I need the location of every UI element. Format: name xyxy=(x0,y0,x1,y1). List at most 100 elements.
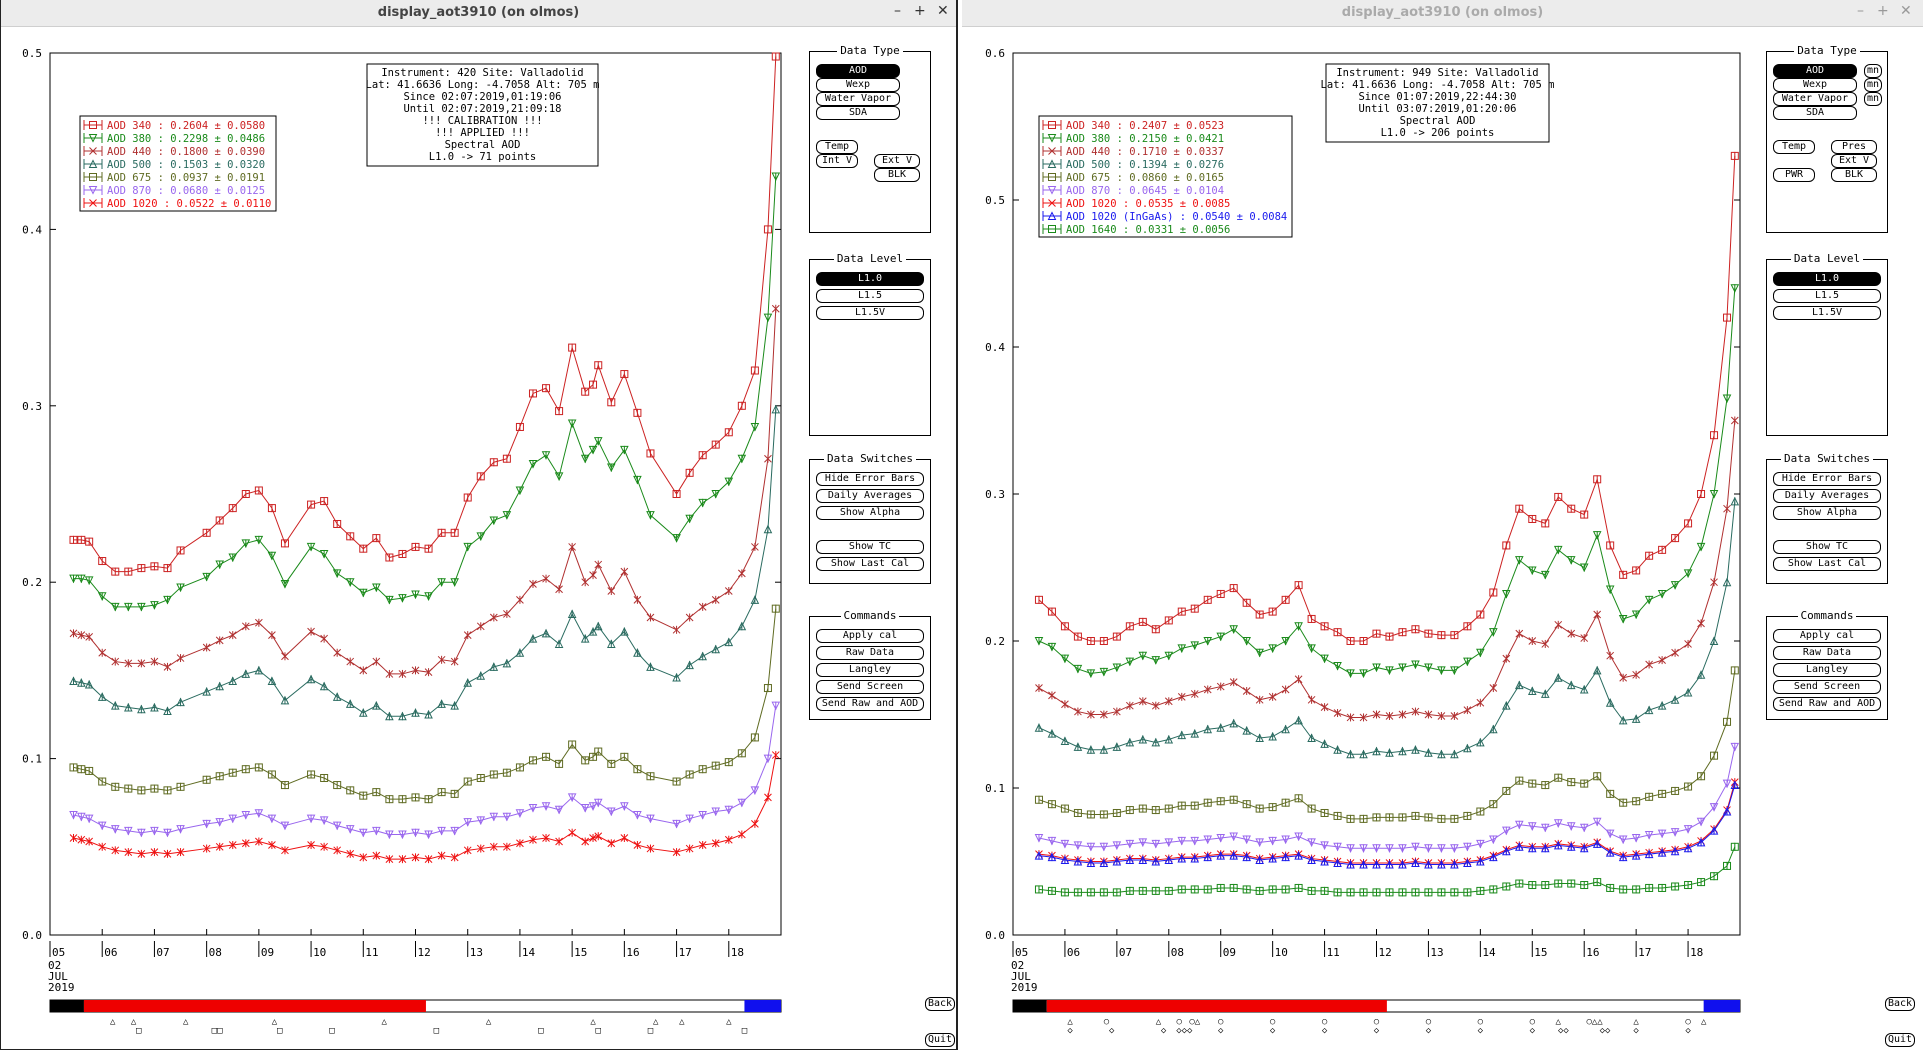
button-mn[interactable]: mn xyxy=(1864,92,1882,106)
button-langley[interactable]: Langley xyxy=(1773,663,1881,677)
timeline-marker: □ xyxy=(596,1026,602,1036)
button-int-v[interactable]: Int V xyxy=(816,154,858,168)
timeline-measured xyxy=(1046,1000,1387,1012)
button-aod[interactable]: AOD xyxy=(816,64,900,78)
maximize-icon[interactable]: + xyxy=(914,3,926,19)
button-ext-v[interactable]: Ext V xyxy=(874,154,920,168)
button-daily-averages[interactable]: Daily Averages xyxy=(816,489,924,503)
aod-plot[interactable]: 0.0 0.1 0.2 0.3 0.4 0.5 0.6 05 06 07 08 09 10 11 12 13 1… xyxy=(962,27,1923,1049)
data-point xyxy=(437,851,446,860)
data-point xyxy=(1670,695,1680,704)
button-hide-error-bars[interactable]: Hide Error Bars xyxy=(1773,472,1881,486)
button-show-alpha[interactable]: Show Alpha xyxy=(1773,506,1881,520)
data-point xyxy=(515,763,524,772)
series-line xyxy=(1038,846,1736,893)
button-pres[interactable]: Pres xyxy=(1831,140,1877,154)
button-l1-5[interactable]: L1.5 xyxy=(1773,289,1881,303)
button-blk[interactable]: BLK xyxy=(1831,168,1877,182)
data-point xyxy=(1476,648,1485,658)
y-tick-label: 0.2 xyxy=(985,635,1005,648)
data-point xyxy=(581,756,590,765)
button-send-screen[interactable]: Send Screen xyxy=(1773,680,1881,694)
button-show-alpha[interactable]: Show Alpha xyxy=(816,506,924,520)
button-apply-cal[interactable]: Apply cal xyxy=(816,629,924,643)
series-aod-380 xyxy=(1034,284,1740,678)
quit-button[interactable]: Quit xyxy=(1885,1033,1915,1047)
data-point xyxy=(450,853,459,862)
button-wexp[interactable]: Wexp xyxy=(1773,78,1857,92)
back-button[interactable]: Back xyxy=(925,997,955,1011)
button-water-vapor[interactable]: Water Vapor xyxy=(816,92,900,106)
button-sda[interactable]: SDA xyxy=(1773,106,1857,120)
button-pwr[interactable]: PWR xyxy=(1773,168,1815,182)
button-temp[interactable]: Temp xyxy=(816,140,858,154)
data-point xyxy=(85,633,94,641)
data-point xyxy=(503,842,511,851)
data-point xyxy=(1073,632,1082,641)
close-icon[interactable]: ✕ xyxy=(1900,3,1912,19)
aod-plot[interactable]: 0.0 0.1 0.2 0.3 0.4 0.5 05 06 07 08 09 10 11 12 13 14 15… xyxy=(1,27,957,1049)
data-point xyxy=(711,761,720,770)
data-point xyxy=(1242,598,1251,607)
button-temp[interactable]: Temp xyxy=(1773,140,1815,154)
quit-button[interactable]: Quit xyxy=(925,1033,955,1047)
data-point xyxy=(1605,698,1615,707)
button-mn[interactable]: mn xyxy=(1864,78,1882,92)
data-point xyxy=(463,542,473,552)
data-point xyxy=(1540,570,1550,580)
button-l1-0[interactable]: L1.0 xyxy=(1773,272,1881,286)
data-point xyxy=(241,839,250,848)
data-point xyxy=(1307,644,1316,653)
button-ext-v[interactable]: Ext V xyxy=(1831,154,1877,168)
data-point xyxy=(1281,685,1290,694)
button-aod[interactable]: AOD xyxy=(1773,64,1857,78)
data-point xyxy=(589,752,598,761)
data-point xyxy=(1087,710,1095,719)
data-point xyxy=(463,493,472,502)
data-point xyxy=(1385,813,1394,822)
data-point xyxy=(1450,844,1459,853)
button-show-last-cal[interactable]: Show Last Cal xyxy=(1773,557,1881,571)
data-point xyxy=(346,657,355,666)
button-mn[interactable]: mn xyxy=(1864,64,1882,78)
button-apply-cal[interactable]: Apply cal xyxy=(1773,629,1881,643)
data-point xyxy=(77,631,86,639)
titlebar[interactable]: display_aot3910 (on olmos) – + ✕ xyxy=(1,0,956,27)
button-send-screen[interactable]: Send Screen xyxy=(816,680,924,694)
button-raw-data[interactable]: Raw Data xyxy=(1773,646,1881,660)
button-show-tc[interactable]: Show TC xyxy=(1773,540,1881,554)
button-l1-0[interactable]: L1.0 xyxy=(816,272,924,286)
button-blk[interactable]: BLK xyxy=(874,168,920,182)
button-water-vapor[interactable]: Water Vapor xyxy=(1773,92,1857,106)
maximize-icon[interactable]: + xyxy=(1877,3,1889,19)
titlebar[interactable]: display_aot3910 (on olmos) – + ✕ xyxy=(962,0,1923,27)
button-l1-5v[interactable]: L1.5V xyxy=(1773,306,1881,320)
button-send-raw-and-aod[interactable]: Send Raw and AOD xyxy=(1773,697,1881,711)
button-daily-averages[interactable]: Daily Averages xyxy=(1773,489,1881,503)
data-point xyxy=(267,770,276,779)
data-point xyxy=(1709,636,1719,645)
button-show-tc[interactable]: Show TC xyxy=(816,540,924,554)
back-button[interactable]: Back xyxy=(1885,997,1915,1011)
button-langley[interactable]: Langley xyxy=(816,663,924,677)
data-point xyxy=(1709,826,1719,835)
data-point xyxy=(1294,883,1303,892)
data-point xyxy=(332,569,342,578)
minimize-icon[interactable]: – xyxy=(1857,3,1864,19)
button-l1-5v[interactable]: L1.5V xyxy=(816,306,924,320)
data-point xyxy=(1710,578,1718,587)
data-point xyxy=(515,422,524,431)
button-wexp[interactable]: Wexp xyxy=(816,78,900,92)
data-point xyxy=(489,770,498,779)
button-raw-data[interactable]: Raw Data xyxy=(816,646,924,660)
button-send-raw-and-aod[interactable]: Send Raw and AOD xyxy=(816,697,924,711)
close-icon[interactable]: ✕ xyxy=(937,3,949,19)
legend-marker xyxy=(1047,186,1057,195)
data-point xyxy=(1658,789,1667,798)
data-point xyxy=(1605,848,1615,857)
button-hide-error-bars[interactable]: Hide Error Bars xyxy=(816,472,924,486)
button-show-last-cal[interactable]: Show Last Cal xyxy=(816,557,924,571)
button-l1-5[interactable]: L1.5 xyxy=(816,289,924,303)
minimize-icon[interactable]: – xyxy=(894,3,901,19)
button-sda[interactable]: SDA xyxy=(816,106,900,120)
